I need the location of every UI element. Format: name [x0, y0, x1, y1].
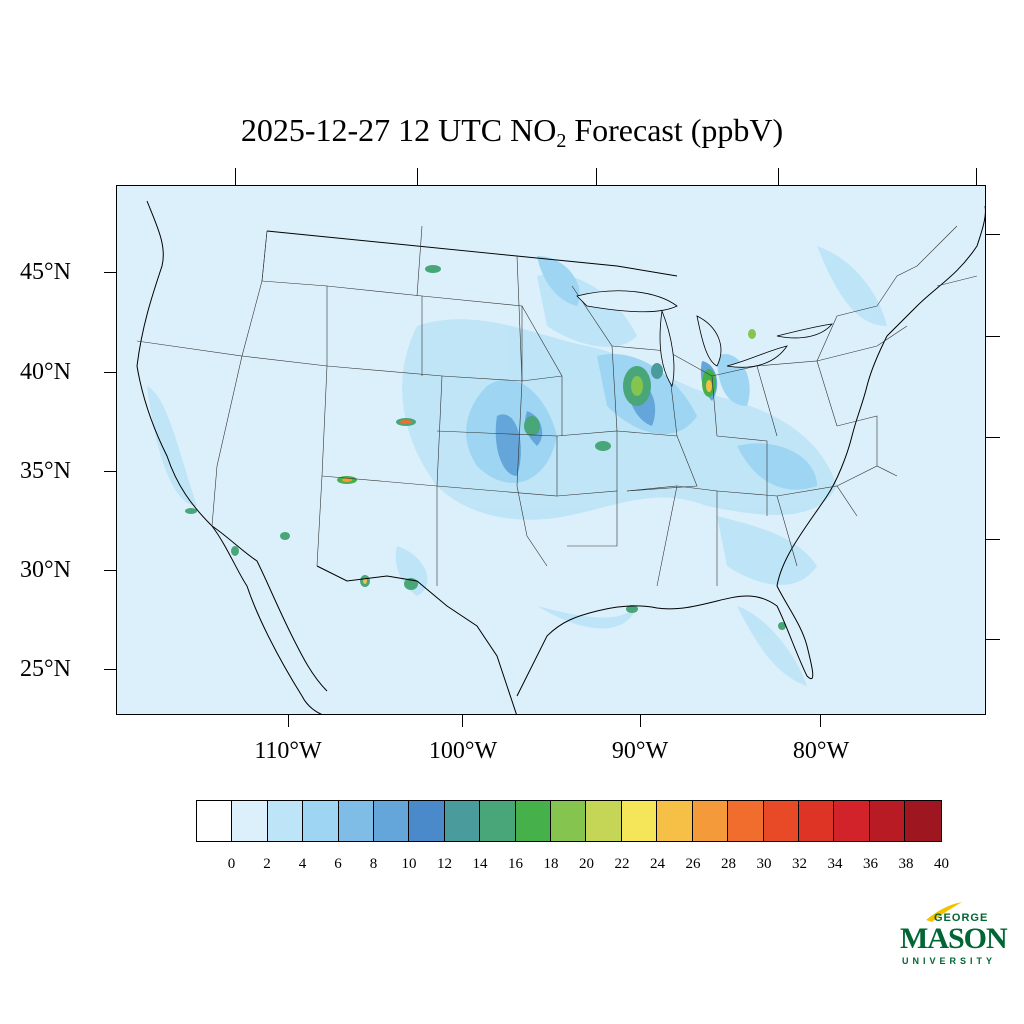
colorbar-swatch — [728, 801, 764, 841]
lon-tick — [640, 715, 641, 727]
lat-tick-right — [986, 234, 1000, 235]
colorbar-tick-label: 6 — [334, 856, 342, 872]
lat-tick-right — [986, 336, 1000, 337]
colorbar-swatch — [869, 801, 906, 841]
lon-tick-top — [778, 168, 779, 185]
lon-tick-top — [596, 168, 597, 185]
colorbar-tick-label: 18 — [543, 856, 559, 872]
lon-tick-top — [417, 168, 418, 185]
colorbar-swatch — [905, 801, 941, 841]
lon-label: 80°W — [792, 738, 850, 764]
colorbar-swatch — [834, 801, 870, 841]
lat-tick — [104, 272, 116, 273]
map-title: 2025-12-27 12 UTC NO2 Forecast (ppbV) — [240, 112, 784, 152]
lon-tick-top — [976, 168, 977, 185]
lat-label: 25°N — [20, 656, 71, 682]
colorbar-swatch — [197, 801, 233, 841]
colorbar-tick-label: 22 — [614, 856, 630, 872]
lat-tick-right — [986, 639, 1000, 640]
lon-tick — [288, 715, 289, 727]
lon-tick — [462, 715, 463, 727]
colorbar-swatch — [232, 801, 268, 841]
lon-tick-top — [235, 168, 236, 185]
great-lakes — [576, 290, 833, 387]
us-map-svg — [117, 186, 985, 714]
colorbar-tick-label: 8 — [369, 856, 378, 872]
colorbar-tick-label: 10 — [401, 856, 417, 872]
colorbar-tick-label: 24 — [650, 856, 665, 872]
lon-label: 90°W — [611, 738, 669, 764]
lat-label: 30°N — [20, 557, 71, 583]
colorbar-swatch — [374, 801, 410, 841]
colorbar-tick-label: 32 — [792, 856, 807, 872]
colorbar-tick-label: 20 — [579, 856, 594, 872]
lon-label: 110°W — [254, 738, 322, 764]
logo-mason: MASON — [900, 922, 1008, 955]
lat-tick — [104, 471, 116, 472]
colorbar-tick-label: 0 — [227, 856, 236, 872]
colorbar — [196, 800, 942, 842]
george-mason-logo: GEORGE MASON UNIVERSITY — [900, 900, 1008, 970]
colorbar-swatch — [480, 801, 516, 841]
colorbar-swatch — [267, 801, 304, 841]
colorbar-swatch — [551, 801, 587, 841]
lat-label: 45°N — [20, 259, 71, 285]
colorbar-tick-label: 4 — [298, 856, 307, 872]
colorbar-tick-label: 12 — [437, 856, 452, 872]
logo-george: GEORGE — [934, 912, 989, 924]
colorbar-tick-label: 36 — [863, 856, 878, 872]
colorbar-swatch — [338, 801, 375, 841]
colorbar-swatch — [692, 801, 729, 841]
colorbar-swatch — [763, 801, 799, 841]
lat-tick-right — [986, 437, 1000, 438]
lat-label: 35°N — [20, 458, 71, 484]
colorbar-swatch — [586, 801, 622, 841]
colorbar-swatch — [444, 801, 481, 841]
lat-tick-right — [986, 539, 1000, 540]
colorbar-tick-label: 40 — [934, 856, 949, 872]
lat-tick — [104, 372, 116, 373]
state-borders — [136, 225, 978, 587]
colorbar-tick-label: 2 — [263, 856, 271, 872]
colorbar-tick-label: 28 — [721, 856, 736, 872]
logo-university: UNIVERSITY — [902, 956, 997, 966]
coastlines — [136, 200, 985, 714]
colorbar-tick-label: 14 — [472, 856, 488, 872]
flame-icon — [926, 902, 962, 922]
colorbar-tick-label: 26 — [685, 856, 701, 872]
colorbar-tick-label: 30 — [756, 856, 772, 872]
lon-label: 100°W — [428, 738, 498, 764]
colorbar-swatch — [657, 801, 693, 841]
lat-tick — [104, 570, 116, 571]
colorbar-tick-label: 16 — [508, 856, 523, 872]
lat-tick — [104, 669, 116, 670]
colorbar-swatch — [621, 801, 658, 841]
colorbar-swatch — [798, 801, 835, 841]
map-plot-area — [116, 185, 986, 715]
lon-tick — [820, 715, 821, 727]
colorbar-swatch — [409, 801, 445, 841]
colorbar-swatch — [515, 801, 552, 841]
colorbar-swatch — [303, 801, 339, 841]
colorbar-tick-label: 34 — [827, 856, 843, 872]
colorbar-tick-label: 38 — [898, 856, 914, 872]
lat-label: 40°N — [20, 359, 71, 385]
